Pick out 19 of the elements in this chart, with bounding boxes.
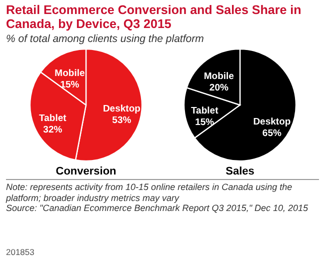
text: 201853 [6,247,34,257]
data-label: 53% [112,114,132,126]
slice-label: Desktop [102,103,140,114]
text: Conversion [55,165,116,178]
data-label: 15% [60,80,80,91]
slice-label: Tablet [38,113,67,124]
source-note: Source: "Canadian Ecommerce Benchmark Report Q3 2015," Dec 10, 2015 [6,203,310,214]
chart-title: Retail Ecommerce Conversion and Sales Share in Canada, by Device, Q3 2015 [6,3,302,31]
text: Sales [225,165,254,178]
data-label: 15% [194,117,214,128]
slice-label: Tablet [190,106,219,117]
data-label: 20% [208,82,228,94]
slice-label: Mobile [203,71,234,82]
slice-label: Mobile [54,68,84,80]
chart-subtitle: % of total among clients using the platform [6,33,205,45]
data-label: 32% [42,124,62,136]
text: Note: represents activity from 10-15 online retailers in Canada using the platform; broader industry metrics may vary [6,182,294,203]
slice-label: Desktop [252,116,290,128]
data-label: 65% [262,128,282,139]
